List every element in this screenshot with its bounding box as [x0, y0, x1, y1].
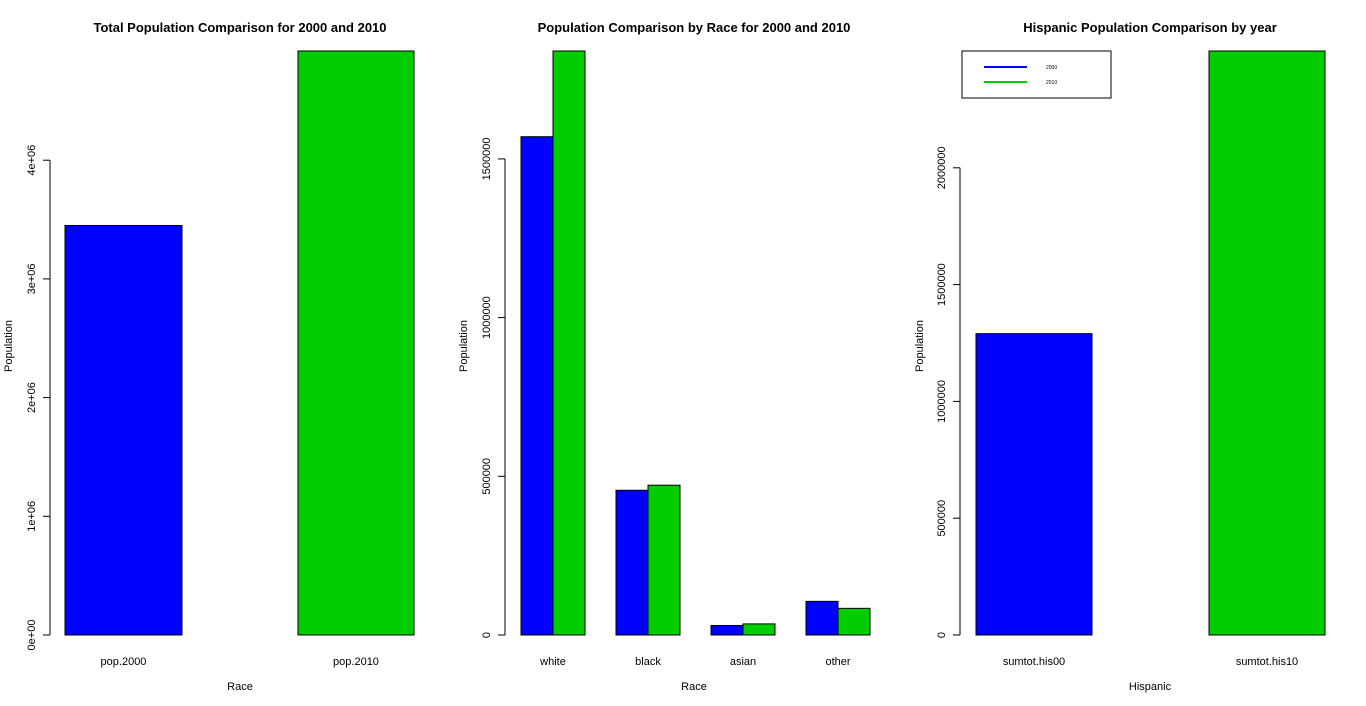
y-tick-label: 2000000: [936, 146, 948, 189]
y-tick-label: 3e+06: [26, 263, 38, 294]
chart-title: Total Population Comparison for 2000 and…: [93, 20, 386, 35]
y-axis: 0 500000 1000000 1500000: [481, 137, 506, 638]
bar-pop.2000: [64, 224, 183, 636]
bar-pop.2010: [297, 50, 415, 636]
legend-label: 2010: [1046, 80, 1057, 86]
x-tick-label: asian: [730, 656, 756, 668]
chart-population-by-race: Population Comparison by Race for 2000 a…: [458, 20, 871, 693]
y-tick-label: 0: [936, 632, 948, 638]
x-axis-label: Race: [227, 681, 253, 693]
legend-label: 2000: [1046, 65, 1057, 71]
legend-box: [961, 50, 1112, 99]
y-tick-label: 1500000: [481, 137, 493, 180]
x-tick-label: sumtot.his00: [1003, 656, 1065, 668]
y-axis-label: Population: [458, 320, 470, 372]
y-axis-label: Population: [3, 320, 15, 372]
y-tick-label: 0e+00: [26, 620, 38, 651]
chart-title: Hispanic Population Comparison by year: [1023, 20, 1277, 35]
chart-title: Population Comparison by Race for 2000 a…: [538, 20, 851, 35]
x-tick-label: pop.2000: [101, 656, 147, 668]
bar-sumtot.his00: [975, 333, 1093, 636]
y-tick-label: 4e+06: [26, 145, 38, 176]
x-tick-label: sumtot.his10: [1236, 656, 1298, 668]
bar-sumtot.his10: [1208, 50, 1326, 636]
x-tick-labels: white black asian other: [539, 656, 851, 668]
y-tick-label: 500000: [936, 500, 948, 537]
x-tick-label: black: [635, 656, 661, 668]
x-tick-label: pop.2010: [333, 656, 379, 668]
y-tick-label: 1e+06: [26, 501, 38, 532]
y-tick-label: 0: [481, 632, 493, 638]
x-tick-labels: sumtot.his00 sumtot.his10: [1003, 656, 1298, 668]
y-tick-label: 1500000: [936, 263, 948, 306]
y-tick-label: 2e+06: [26, 382, 38, 413]
x-axis-label: Hispanic: [1129, 681, 1172, 693]
y-axis: 0 500000 1000000 1500000 2000000: [936, 146, 961, 638]
chart-total-population: Total Population Comparison for 2000 and…: [3, 20, 415, 693]
x-tick-label: white: [539, 656, 566, 668]
bars: [64, 50, 415, 636]
legend: 2000 2010: [961, 50, 1112, 99]
bar-white-1: [552, 50, 586, 636]
bar-asian-1: [742, 623, 776, 636]
chart-hispanic-population: Hispanic Population Comparison by year P…: [914, 20, 1326, 693]
bars: [975, 50, 1326, 636]
bar-white-0: [520, 136, 554, 636]
bars: [520, 50, 871, 636]
bar-asian-0: [710, 624, 744, 636]
y-axis: 0e+00 1e+06 2e+06 3e+06 4e+06: [26, 145, 51, 651]
bar-other-0: [805, 600, 839, 636]
y-axis-label: Population: [914, 320, 926, 372]
bar-other-1: [837, 607, 871, 636]
x-axis-label: Race: [681, 681, 707, 693]
x-tick-labels: pop.2000 pop.2010: [101, 656, 379, 668]
x-tick-label: other: [825, 656, 850, 668]
bar-black-0: [615, 489, 649, 636]
bar-black-1: [647, 484, 681, 636]
y-tick-label: 500000: [481, 458, 493, 495]
y-tick-label: 1000000: [481, 296, 493, 339]
y-tick-label: 1000000: [936, 380, 948, 423]
